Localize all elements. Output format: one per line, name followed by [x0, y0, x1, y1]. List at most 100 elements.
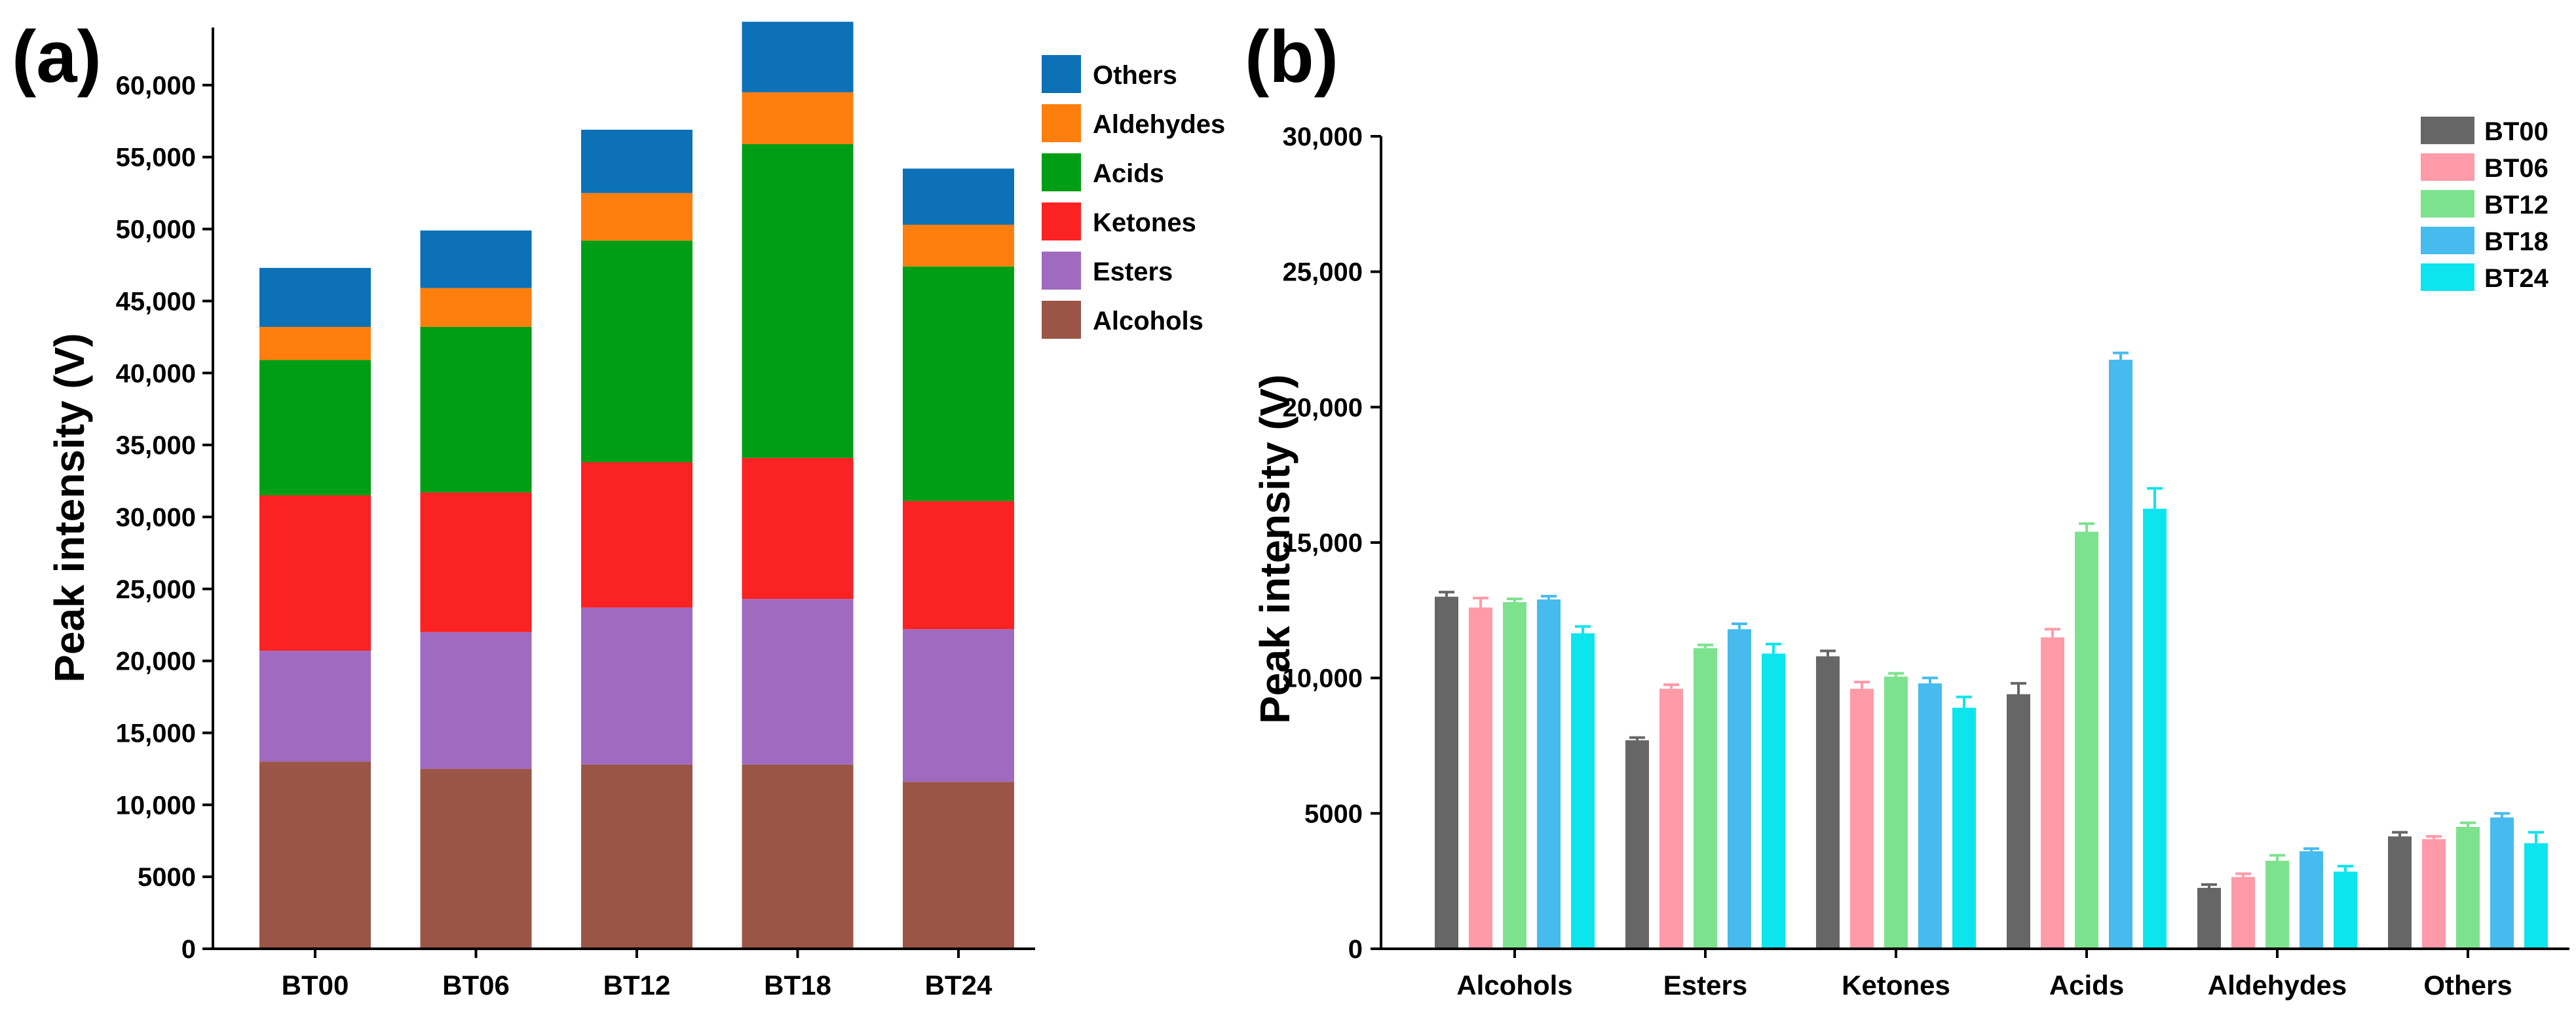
panel-b-axes	[1380, 136, 2569, 950]
panel-b-error-bar-others-bt24	[2528, 831, 2544, 843]
panel-a-y-tick-label: 40,000	[116, 359, 196, 388]
panel-b-y-tick-label: 10,000	[1283, 664, 1363, 693]
panel-b-y-tick-label: 15,000	[1283, 529, 1363, 558]
panel-b-x-label-acids: Acids	[2049, 970, 2124, 1001]
panel-b-bar-acids-bt12	[2075, 531, 2098, 949]
panel-a-x-label-bt00: BT00	[282, 970, 349, 1001]
panel-b-bar-esters-bt00	[1625, 740, 1649, 949]
panel-b-legend-label-bt18: BT18	[2484, 227, 2548, 256]
panel-a-bar-bt18-aldehydes	[742, 92, 854, 144]
panel-b-error-bars	[1439, 351, 2544, 888]
panel-b-grouped-bar-chart: (b) Peak intensity (V) 0 5000 10,000 15,000…	[1245, 16, 2569, 1001]
panel-a-bar-bt12-alcohols	[581, 764, 692, 949]
panel-a-legend-swatch-ketones	[1042, 202, 1081, 240]
panel-b-error-bar-aldehydes-bt12	[2269, 854, 2285, 861]
panel-b-bar-others-bt12	[2456, 827, 2480, 949]
panel-a-legend-label-aldehydes: Aldehydes	[1093, 110, 1225, 139]
panel-a-bar-bt18-alcohols	[742, 764, 854, 949]
panel-a-x-label-bt24: BT24	[925, 970, 993, 1001]
panel-b-error-bar-esters-bt18	[1732, 622, 1747, 630]
panel-b-error-bar-esters-bt12	[1697, 643, 1713, 649]
panel-a-bar-bt24-acids	[903, 266, 1014, 501]
panel-b-legend-swatch-bt12	[2421, 190, 2474, 218]
panel-b-bar-ketones-bt06	[1850, 689, 1874, 949]
panel-a-bar-bt18-ketones	[742, 457, 854, 600]
panel-b-x-label-ketones: Ketones	[1842, 970, 1950, 1001]
panel-b-error-bar-others-bt12	[2460, 821, 2476, 827]
panel-b-legend-label-bt00: BT00	[2484, 117, 2548, 146]
panel-b-bar-ketones-bt24	[1952, 708, 1976, 949]
panel-b-bar-esters-bt24	[1762, 653, 1785, 949]
panel-b-error-bar-aldehydes-bt06	[2235, 872, 2251, 877]
panel-a-y-tick-label: 0	[181, 935, 196, 964]
panel-b-y-tick-label: 0	[1348, 935, 1363, 964]
panel-b-legend-label-bt12: BT12	[2484, 191, 2548, 220]
panel-b-bar-aldehydes-bt06	[2231, 877, 2255, 949]
panel-a-legend-label-ketones: Ketones	[1093, 208, 1196, 237]
panel-b-error-bar-acids-bt18	[2113, 351, 2129, 360]
panel-b-error-bar-acids-bt06	[2045, 628, 2060, 638]
panel-a-bar-bt12-aldehydes	[581, 193, 692, 241]
panel-b-legend-swatch-bt00	[2421, 117, 2474, 144]
panel-a-bar-bt24-esters	[903, 629, 1014, 782]
panel-b-error-bar-ketones-bt00	[1820, 649, 1836, 657]
panel-a-bar-bt06-alcohols	[420, 769, 532, 949]
panel-b-bar-alcohols-bt12	[1503, 602, 1526, 949]
panel-b-error-bar-others-bt06	[2426, 835, 2442, 839]
panel-b-error-bar-aldehydes-bt00	[2201, 883, 2217, 888]
panel-a-legend-swatch-acids	[1042, 153, 1081, 191]
panel-b-bar-alcohols-bt00	[1435, 596, 1458, 949]
panel-b-bar-esters-bt18	[1728, 629, 1751, 949]
panel-a-bar-bt24-others	[903, 168, 1014, 225]
panel-a-y-tick-label: 10,000	[116, 791, 196, 820]
panel-b-error-bar-others-bt00	[2392, 831, 2408, 837]
panel-b-error-bar-ketones-bt06	[1854, 680, 1870, 689]
panel-a-y-tick-label: 5000	[138, 863, 196, 892]
panel-b-bar-others-bt06	[2422, 839, 2446, 949]
panel-b-bar-others-bt18	[2490, 817, 2514, 949]
panel-a-bar-bt00-acids	[259, 360, 371, 495]
panel-b-error-bar-alcohols-bt12	[1507, 597, 1523, 602]
panel-a-y-axis-title: Peak intensity (V)	[46, 333, 93, 683]
panel-a-x-tick-labels: BT00 BT06 BT12 BT18 BT24	[282, 949, 993, 1001]
panel-b-bar-esters-bt12	[1694, 648, 1717, 949]
panel-a-y-ticks: 0 5000 10,000 15,000 20,000 25,000 30,000 35,00…	[116, 71, 213, 964]
panel-a-y-tick-label: 60,000	[116, 71, 196, 100]
panel-b-bars	[1435, 360, 2548, 949]
panel-a-x-label-bt12: BT12	[603, 970, 671, 1001]
panel-b-bar-esters-bt06	[1659, 689, 1683, 949]
panel-b-error-bar-esters-bt24	[1766, 643, 1781, 654]
panel-a-bar-bt00-alcohols	[259, 761, 371, 949]
panel-a-y-tick-label: 15,000	[116, 719, 196, 748]
panel-b-error-bar-alcohols-bt00	[1439, 590, 1454, 597]
panel-b-y-axis-title-text: Peak intensity (V)	[1251, 374, 1298, 724]
panel-a-legend-label-acids: Acids	[1093, 159, 1164, 188]
panel-b-bar-others-bt24	[2524, 843, 2548, 949]
panel-a-y-tick-label: 20,000	[116, 647, 196, 676]
panel-b-legend: BT00 BT06 BT12 BT18 BT24	[2421, 117, 2549, 293]
panel-b-x-label-aldehydes: Aldehydes	[2208, 970, 2347, 1001]
panel-a-legend-swatch-aldehydes	[1042, 104, 1081, 142]
panel-b-y-tick-label: 30,000	[1283, 123, 1363, 151]
panel-a-label: (a)	[12, 16, 102, 98]
panel-b-error-bar-alcohols-bt18	[1541, 594, 1557, 600]
panel-b-y-ticks: 0 5000 10,000 15,000 20,000 25,000 30,000	[1283, 123, 1381, 964]
panel-a-bar-bt06-acids	[420, 326, 532, 493]
panel-b-error-bar-acids-bt24	[2147, 487, 2163, 509]
panel-b-legend-label-bt06: BT06	[2484, 154, 2548, 183]
panel-a-legend-swatch-esters	[1042, 252, 1081, 290]
panel-b-bar-ketones-bt12	[1884, 676, 1908, 949]
panel-b-error-bar-alcohols-bt24	[1575, 625, 1591, 634]
panel-b-bar-acids-bt24	[2143, 508, 2167, 949]
panel-b-error-bar-esters-bt00	[1629, 736, 1645, 740]
panel-b-x-label-esters: Esters	[1663, 970, 1747, 1001]
panel-b-error-bar-ketones-bt18	[1922, 676, 1938, 683]
panel-b-bar-ketones-bt18	[1918, 683, 1942, 949]
panel-a-bar-bt12-others	[581, 129, 692, 193]
panel-a-legend: Others Aldehydes Acids Ketones Esters Alcohol…	[1042, 55, 1225, 339]
panel-b-bar-alcohols-bt06	[1469, 607, 1492, 949]
panel-b-bar-acids-bt18	[2109, 360, 2132, 949]
panel-b-error-bar-others-bt18	[2494, 812, 2510, 818]
panel-b-bar-aldehydes-bt24	[2334, 871, 2357, 949]
